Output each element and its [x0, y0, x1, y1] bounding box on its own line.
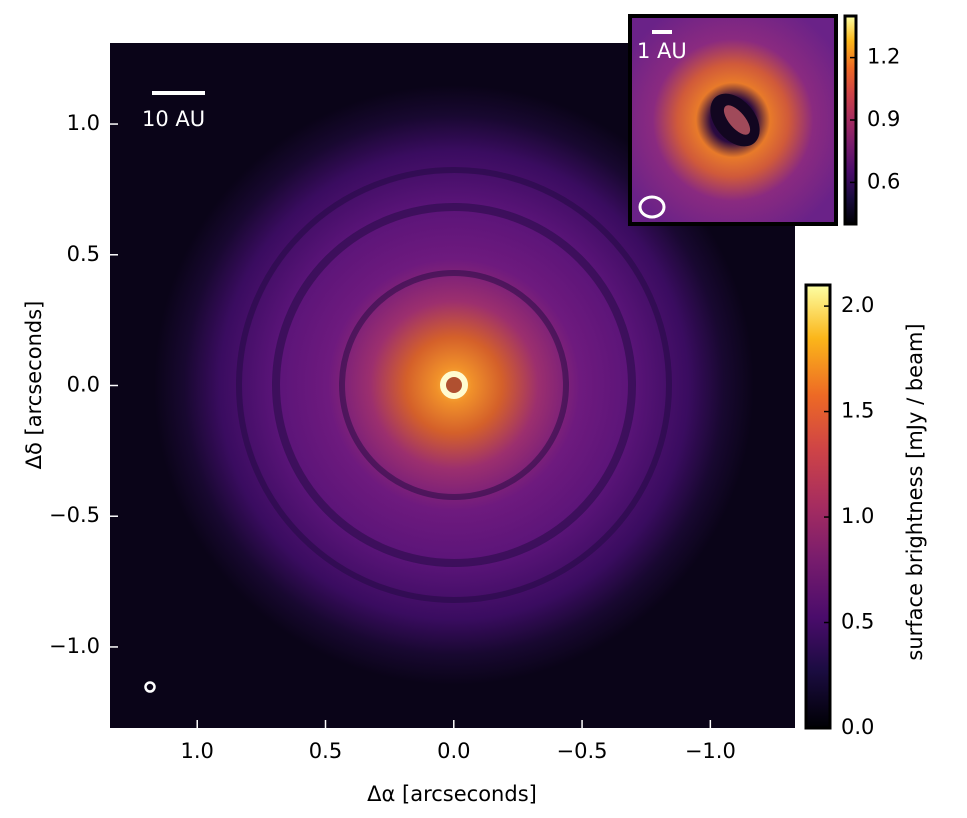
colorbar-tick-label: 1.5 [841, 399, 874, 423]
y-tick-label: 1.0 [67, 111, 100, 135]
colorbar-tick-label: 2.0 [841, 293, 874, 317]
scale-label: 10 AU [142, 107, 205, 131]
colorbar [804, 283, 832, 730]
x-axis-label: Δα [arcseconds] [367, 782, 537, 806]
inner-ring [440, 371, 468, 399]
y-tick-label: 0.0 [67, 373, 100, 397]
colorbar-tick-label: 0.5 [841, 610, 874, 634]
y-tick-label: 0.5 [67, 242, 100, 266]
x-tick-label: −0.5 [557, 739, 608, 763]
y-axis-label: Δδ [arcseconds] [22, 301, 46, 470]
x-tick-label: 0.5 [309, 739, 342, 763]
x-tick-label: −1.0 [685, 739, 736, 763]
disk-gaps [236, 167, 672, 603]
beam [144, 681, 156, 693]
inset-beam [638, 195, 666, 219]
inset-scale-label: 1 AU [637, 39, 687, 63]
colorbar-tick-label: 1.2 [867, 45, 900, 69]
y-tick-label: −1.0 [49, 634, 100, 658]
inset-frame [628, 14, 838, 226]
y-tick-label: −0.5 [49, 503, 100, 527]
colorbar-label: surface brightness [mJy / beam] [903, 323, 927, 660]
x-tick-label: 0.0 [437, 739, 470, 763]
colorbar-tick-label: 0.9 [867, 107, 900, 131]
inset-center [723, 105, 751, 135]
colorbar-tick-label: 0.6 [867, 169, 900, 193]
colorbar-tick-label: 1.0 [841, 504, 874, 528]
colorbar-tick-label: 0.0 [841, 715, 874, 739]
x-tick-label: 1.0 [181, 739, 214, 763]
